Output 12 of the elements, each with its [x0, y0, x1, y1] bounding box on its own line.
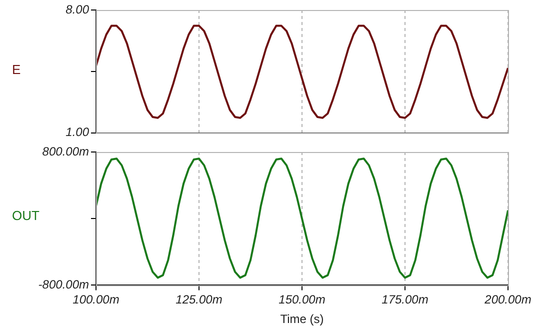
x-tick-label: 100.00m [72, 292, 120, 307]
x-tick-label: 200.00m [484, 292, 532, 307]
y-axis-title: OUT [12, 207, 40, 225]
x-tick-label: 175.00m [382, 292, 428, 307]
x-tick-label: 150.00m [278, 292, 326, 307]
x-tick-label: 125.00m [176, 292, 222, 307]
y-tick-label: 8.00 [66, 2, 90, 16]
x-axis-title: Time (s) [280, 312, 324, 326]
y-axis-title: E [12, 60, 21, 78]
y-tick-label: 800.00m [42, 144, 89, 158]
y-tick-label: 1.00 [66, 125, 90, 140]
y-tick-label: -800.00m [38, 278, 89, 292]
